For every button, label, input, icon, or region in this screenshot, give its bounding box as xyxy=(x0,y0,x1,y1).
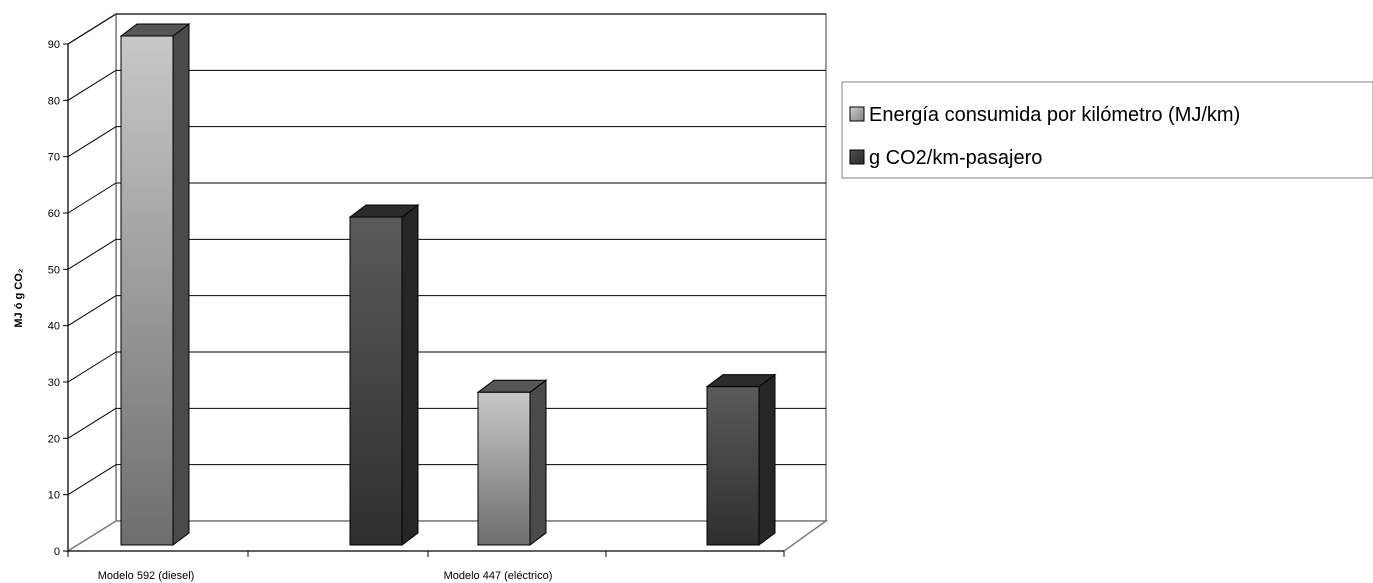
gridline-side xyxy=(67,182,117,214)
legend-swatch-1 xyxy=(849,149,865,165)
y-tick-label: 0 xyxy=(54,546,60,558)
y-tick-label: 80 xyxy=(48,95,60,107)
y-tick-label: 20 xyxy=(48,433,60,445)
bar xyxy=(348,203,420,546)
bars xyxy=(119,23,777,546)
gridline-side xyxy=(67,295,117,327)
bar xyxy=(119,23,191,546)
y-tick-label: 10 xyxy=(48,490,60,502)
y-tick-label: 60 xyxy=(48,208,60,220)
y-ticks: 0 10 20 30 40 50 60 70 80 90 xyxy=(48,39,68,558)
y-tick-label: 90 xyxy=(48,39,60,51)
y-tick-label: 40 xyxy=(48,321,60,333)
bar-front xyxy=(120,35,174,546)
bar xyxy=(705,373,777,546)
legend-box xyxy=(841,81,1373,179)
bar xyxy=(476,379,548,546)
gridline-side xyxy=(67,13,117,45)
y-axis-title: MJ ó g CO₂ xyxy=(13,268,25,327)
bar-front xyxy=(477,391,531,546)
bar-side xyxy=(401,203,419,546)
y-tick-label: 50 xyxy=(48,264,60,276)
side-wall xyxy=(67,12,117,553)
x-ticks xyxy=(67,551,785,557)
bar-front xyxy=(349,216,403,546)
bar-side xyxy=(172,23,190,546)
category-label-0: Modelo 592 (diesel) xyxy=(98,570,195,582)
gridline-side xyxy=(67,126,117,158)
y-tick-label: 30 xyxy=(48,377,60,389)
category-label-1: Modelo 447 (eléctrico) xyxy=(444,570,553,582)
gridline-side xyxy=(67,351,117,383)
y-tick-label: 70 xyxy=(48,152,60,164)
gridline-side xyxy=(67,464,117,496)
y-axis xyxy=(67,44,784,552)
bar-side xyxy=(529,379,547,546)
legend-label-1: g CO2/km-pasajero xyxy=(869,147,1042,169)
gridline-side xyxy=(67,69,117,101)
bar-side xyxy=(758,373,776,546)
gridline-side xyxy=(67,238,117,270)
bar-front xyxy=(706,386,760,546)
legend: Energía consumida por kilómetro (MJ/km) … xyxy=(841,81,1373,179)
gridlines xyxy=(67,13,826,496)
gridline-side xyxy=(67,407,117,439)
legend-swatch-0 xyxy=(849,106,865,122)
legend-label-0: Energía consumida por kilómetro (MJ/km) xyxy=(869,104,1240,126)
